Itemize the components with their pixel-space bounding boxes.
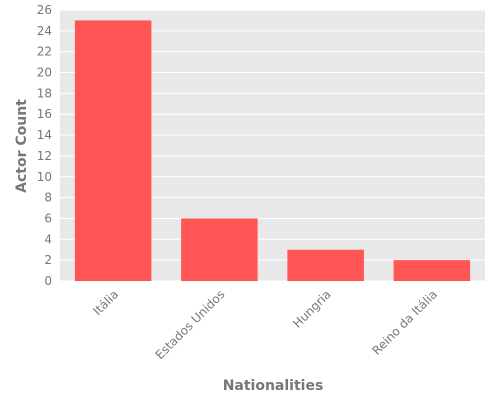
x-tick-label: Hungria [290, 287, 333, 330]
y-tick-label: 2 [44, 253, 52, 267]
bar [393, 260, 471, 281]
y-tick-label: 26 [37, 3, 52, 17]
x-tick-label: Reino da Itália [370, 287, 440, 357]
bar [74, 20, 152, 282]
bar [181, 218, 258, 281]
y-tick-label: 0 [44, 274, 52, 288]
bar [287, 249, 364, 281]
y-tick-label: 10 [37, 170, 52, 184]
bars [74, 20, 471, 282]
y-tick-label: 6 [44, 211, 52, 225]
x-tick-labels: Itália Estados Unidos Hungria Reino da Itál… [90, 287, 440, 362]
x-tick-label: Itália [90, 287, 121, 318]
y-tick-label: 16 [37, 107, 52, 121]
y-tick-label: 8 [44, 191, 52, 205]
x-axis-title: Nationalities [223, 378, 324, 394]
y-tick-label: 14 [37, 128, 52, 142]
y-tick-label: 22 [37, 45, 52, 59]
y-tick-label: 4 [44, 232, 52, 246]
y-axis-title: Actor Count [14, 99, 30, 193]
x-tick-label: Estados Unidos [153, 287, 228, 362]
y-tick-label: 12 [37, 149, 52, 163]
y-tick-label: 18 [37, 86, 52, 100]
y-tick-label: 24 [37, 24, 52, 38]
y-tick-label: 20 [37, 66, 52, 80]
